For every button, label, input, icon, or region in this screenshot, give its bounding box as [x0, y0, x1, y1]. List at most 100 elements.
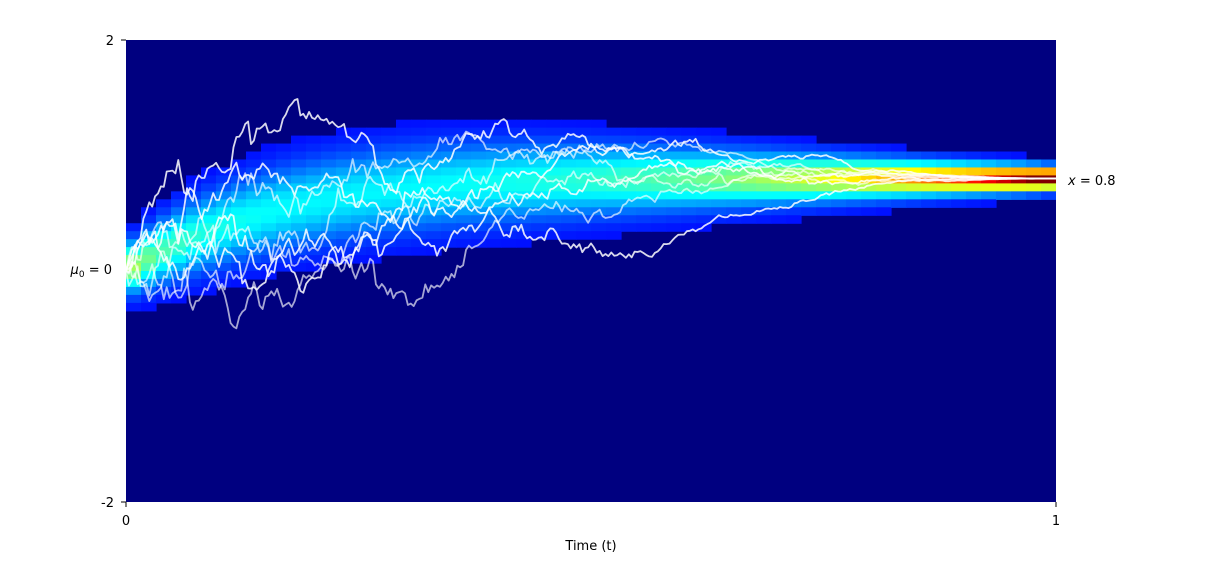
density-cell	[186, 263, 202, 272]
density-cell	[126, 278, 142, 288]
density-cell	[246, 167, 262, 177]
density-cell	[351, 167, 367, 177]
density-cell	[336, 151, 352, 161]
density-cell	[756, 143, 772, 153]
x-tick-label-0: 0	[122, 514, 130, 529]
density-cell	[351, 127, 367, 137]
density-cell	[741, 151, 757, 161]
density-cell	[711, 143, 727, 153]
density-cell	[936, 199, 952, 208]
density-cell	[996, 159, 1012, 169]
density-cell	[981, 199, 997, 208]
density-cell	[396, 207, 412, 216]
density-cell	[786, 207, 802, 216]
density-cell	[1041, 175, 1056, 184]
density-cell	[351, 199, 367, 208]
end-annotation: x = 0.8	[1067, 174, 1116, 189]
density-cell	[591, 167, 607, 177]
density-cell	[981, 183, 997, 192]
density-cell	[321, 231, 337, 240]
density-cell	[231, 231, 247, 240]
density-cell	[381, 143, 397, 153]
density-cell	[501, 167, 517, 177]
density-cell	[396, 159, 412, 169]
density-cell	[876, 183, 892, 192]
density-cell	[306, 151, 322, 161]
density-cell	[411, 191, 427, 200]
density-cell	[516, 135, 532, 145]
density-cell	[276, 255, 292, 264]
density-cell	[681, 159, 697, 169]
density-cell	[336, 143, 352, 153]
density-cell	[441, 143, 457, 153]
density-cell	[831, 183, 847, 192]
density-cell	[1011, 183, 1027, 192]
density-cell	[561, 151, 577, 161]
density-cell	[831, 207, 847, 216]
density-cell	[546, 167, 562, 177]
density-cell	[126, 239, 142, 248]
density-cell	[501, 159, 517, 169]
density-cell	[726, 151, 742, 161]
density-cell	[756, 199, 772, 208]
density-cell	[546, 207, 562, 216]
density-cell	[141, 231, 157, 240]
density-cell	[711, 127, 727, 137]
density-cell	[501, 135, 517, 145]
end-annotation-value: = 0.8	[1076, 174, 1116, 189]
density-cell	[696, 159, 712, 169]
density-cell	[861, 183, 877, 192]
density-cell	[621, 167, 637, 177]
density-cell	[936, 183, 952, 192]
density-cell	[666, 175, 682, 184]
density-cell	[906, 191, 922, 200]
density-cell	[921, 183, 937, 192]
density-cell	[771, 183, 787, 192]
density-cell	[381, 175, 397, 184]
density-cell	[276, 191, 292, 200]
density-cell	[396, 127, 412, 137]
density-cell	[201, 191, 217, 200]
density-cell	[291, 231, 307, 240]
density-cell	[411, 247, 427, 256]
density-cell	[606, 175, 622, 184]
density-cell	[831, 159, 847, 169]
density-cell	[546, 191, 562, 200]
density-cell	[666, 207, 682, 216]
density-cell	[846, 207, 862, 216]
density-cell	[501, 175, 517, 184]
density-cell	[681, 215, 697, 224]
density-cell	[216, 175, 232, 184]
density-cell	[441, 151, 457, 161]
density-cell	[306, 135, 322, 145]
density-cell	[816, 143, 832, 153]
density-cell	[771, 151, 787, 161]
density-cell	[771, 167, 787, 177]
density-cell	[471, 167, 487, 177]
density-cell	[681, 191, 697, 200]
density-cell	[546, 223, 562, 232]
density-cell	[246, 191, 262, 200]
density-cell	[1041, 183, 1056, 192]
density-cell	[876, 207, 892, 216]
density-cell	[276, 239, 292, 248]
density-cell	[306, 159, 322, 169]
density-cell	[291, 207, 307, 216]
density-cell	[711, 135, 727, 145]
density-cell	[261, 231, 277, 240]
density-cell	[666, 143, 682, 153]
density-cell	[126, 263, 142, 272]
density-cell	[711, 215, 727, 224]
density-cell	[516, 127, 532, 137]
density-cell	[321, 159, 337, 169]
density-cell	[321, 175, 337, 184]
start-annotation-subscript: 0	[79, 270, 85, 280]
density-cell	[126, 255, 142, 264]
density-cell	[891, 151, 907, 161]
density-cell	[246, 215, 262, 224]
density-cell	[426, 223, 442, 232]
density-cell	[531, 223, 547, 232]
density-cell	[1026, 191, 1042, 200]
density-cell	[396, 175, 412, 184]
density-cell	[441, 215, 457, 224]
